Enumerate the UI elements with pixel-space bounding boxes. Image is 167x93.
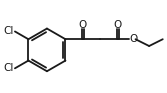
Text: O: O <box>130 34 138 44</box>
Text: Cl: Cl <box>4 27 14 36</box>
Text: O: O <box>79 20 87 30</box>
Text: O: O <box>114 20 122 30</box>
Text: Cl: Cl <box>4 63 14 73</box>
